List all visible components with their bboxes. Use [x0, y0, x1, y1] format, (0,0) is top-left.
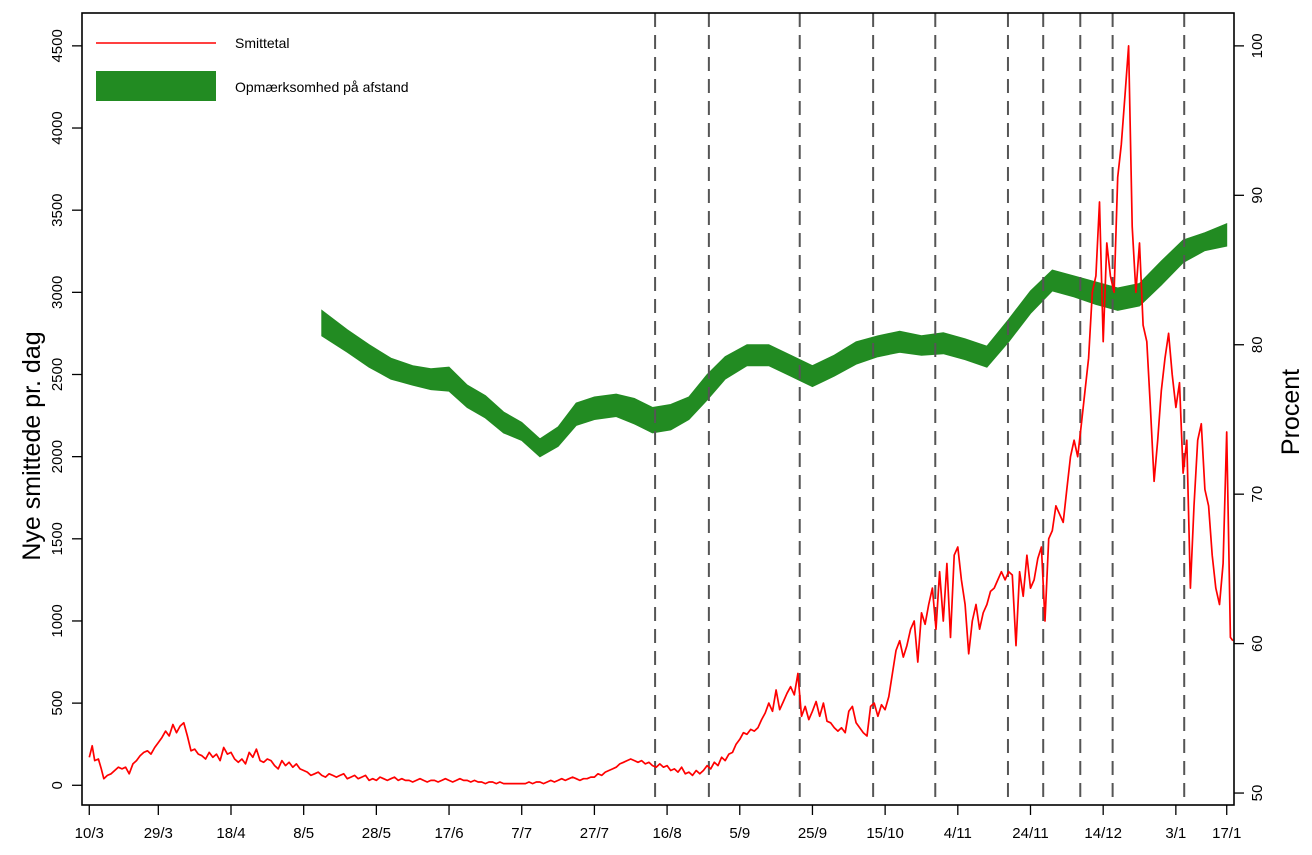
x-tick-label-0: 10/3 [75, 825, 104, 842]
x-tick-label-9: 5/9 [729, 825, 750, 842]
x-tick-label-7: 27/7 [580, 825, 609, 842]
x-tick-label-12: 4/11 [944, 825, 972, 842]
y-axis-left-label: Nye smittede pr. dag [18, 331, 46, 560]
y-left-tick-label-8: 4000 [49, 111, 66, 144]
y-right-tick-label-3: 80 [1249, 336, 1266, 353]
x-axis: 10/3 29/3 18/4 8/5 28/5 17/6 7/7 27/7 16/8 5/9 25/… [75, 805, 1241, 842]
y-left-tick-label-9: 4500 [49, 29, 66, 62]
dashed-vertical-lines [654, 13, 1186, 805]
awareness-band-layer [321, 222, 1228, 458]
y-right-tick-label-5: 100 [1249, 33, 1266, 58]
y-left-tick-label-5: 2500 [49, 358, 66, 391]
series-line-smittetal [88, 45, 1234, 785]
x-tick-label-5: 17/6 [434, 825, 463, 842]
plot-frame [81, 12, 1235, 806]
x-tick-label-13: 24/11 [1012, 825, 1048, 842]
x-tick-label-4: 28/5 [362, 825, 391, 842]
x-tick-label-3: 8/5 [293, 825, 314, 842]
y-left-tick-label-3: 1500 [49, 522, 66, 555]
y-right-tick-label-4: 90 [1249, 187, 1266, 204]
x-tick-label-11: 15/10 [866, 825, 904, 842]
x-tick-label-10: 25/9 [798, 825, 827, 842]
y-right-tick-label-0: 50 [1249, 785, 1266, 802]
x-tick-label-15: 3/1 [1165, 825, 1186, 842]
x-tick-label-14: 14/12 [1084, 825, 1122, 842]
y-axis-left: 0 500 1000 1500 2000 2500 3000 3500 4000 4500 [49, 29, 82, 789]
y-left-tick-label-6: 3000 [49, 276, 66, 309]
legend: Smittetal Opmærksomhed på afstand [96, 35, 409, 101]
x-tick-label-1: 29/3 [144, 825, 173, 842]
x-tick-label-8: 16/8 [652, 825, 681, 842]
y-left-tick-label-7: 3500 [49, 193, 66, 226]
y-axis-right-label: Procent [1277, 369, 1305, 455]
y-left-tick-label-4: 2000 [49, 440, 66, 473]
y-right-tick-label-1: 60 [1249, 635, 1266, 652]
y-right-tick-label-2: 70 [1249, 486, 1266, 503]
y-left-tick-label-1: 500 [49, 691, 66, 716]
infection-line-layer [88, 45, 1234, 785]
x-tick-label-2: 18/4 [216, 825, 245, 842]
y-left-tick-label-2: 1000 [49, 604, 66, 637]
legend-label-opmaerksomhed: Opmærksomhed på afstand [235, 79, 409, 95]
y-axis-right: 50 60 70 80 90 100 [1234, 33, 1266, 801]
x-tick-label-16: 17/1 [1212, 825, 1241, 842]
legend-label-smittetal: Smittetal [235, 35, 289, 51]
y-left-tick-label-0: 0 [49, 781, 66, 789]
legend-swatch-opmaerksomhed [96, 71, 216, 101]
x-tick-label-6: 7/7 [511, 825, 532, 842]
series-band-opmaerksomhed [321, 222, 1228, 458]
